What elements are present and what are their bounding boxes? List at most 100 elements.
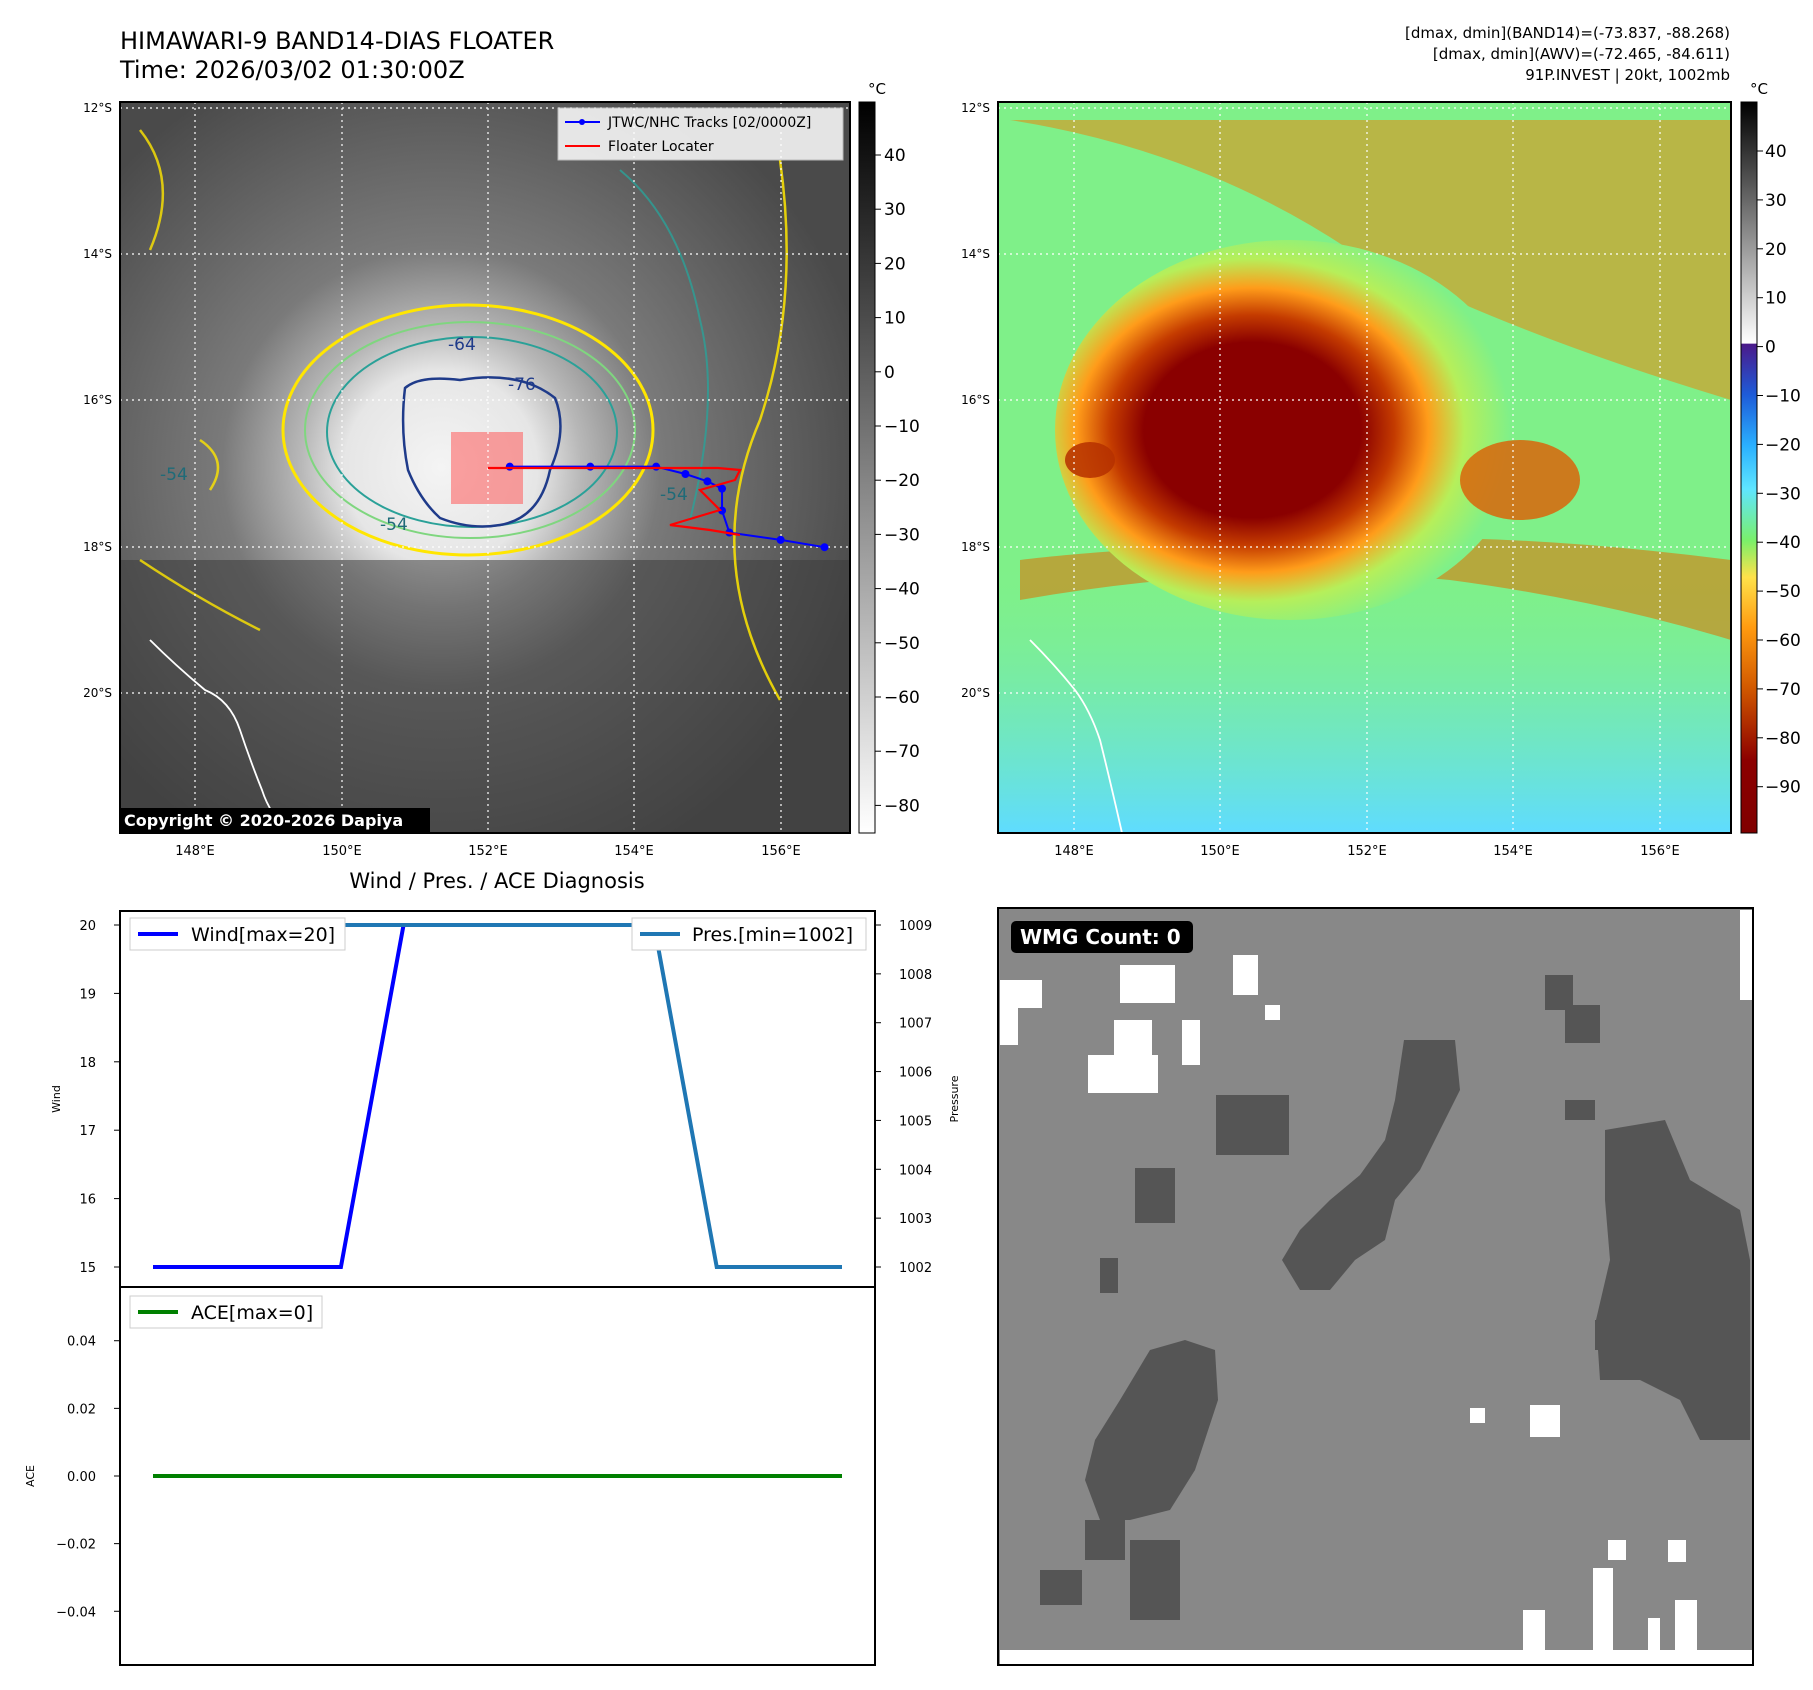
awv-colorbar-tick-label: 10 — [1765, 289, 1787, 309]
wmg-dark-cells — [1040, 975, 1750, 1620]
awv-colorbar-tick-label: 40 — [1765, 142, 1787, 162]
wind-tick-label: 19 — [79, 987, 96, 1002]
awv-colorbar-tick-label: −30 — [1765, 484, 1801, 504]
awv-colorbar-tick-label: −60 — [1765, 631, 1801, 651]
wmg-count-label: WMG Count: 0 — [1020, 925, 1181, 949]
ir-map-panel: -64 -76 -54 -54 -54 JTWC/NHC Tracks [02/… — [119, 101, 851, 834]
wmg-panel: WMG Count: 0 — [997, 907, 1754, 1666]
lon-label-152e-right: 152°E — [1347, 844, 1387, 859]
contour-label-54c: -54 — [160, 465, 188, 485]
awv-colorbar-tick-label: −70 — [1765, 680, 1801, 700]
ace-axis-label: ACE — [24, 1465, 37, 1487]
contour-label-64: -64 — [448, 335, 476, 355]
gray-colorbar-tick-label: −30 — [884, 525, 920, 545]
pressure-axis-label: Pressure — [948, 1075, 961, 1122]
contour-bands-west — [139, 129, 261, 632]
awv-map-panel — [997, 101, 1732, 834]
jtwc-track-point — [505, 462, 514, 471]
awv-colorbar-tick-label: 0 — [1765, 338, 1776, 358]
lat-label-16s: 16°S — [83, 393, 112, 407]
awv-west-cell — [1065, 442, 1115, 478]
awv-colorbar-tick-label: −20 — [1765, 435, 1801, 455]
lat-label-18s-right: 18°S — [961, 540, 990, 554]
wmg-white-cells — [1000, 910, 1753, 1665]
storm-info: 91P.INVEST | 20kt, 1002mb — [1525, 66, 1730, 84]
contour-bands-ne — [619, 169, 709, 521]
contour-label-54b: -54 — [380, 515, 408, 535]
gray-colorbar-tick-label: −20 — [884, 471, 920, 491]
wind-tick-label: 16 — [79, 1193, 96, 1208]
awv-east-cell — [1460, 440, 1580, 520]
lon-label-156e-right: 156°E — [1640, 844, 1680, 859]
lon-label-156e: 156°E — [761, 844, 801, 859]
coastline-awv — [1029, 639, 1123, 834]
ir-map-frame — [119, 101, 851, 834]
lat-label-20s-right: 20°S — [961, 686, 990, 700]
wind-tick-label: 20 — [79, 919, 96, 934]
lat-label-20s: 20°S — [83, 686, 112, 700]
legend-track-label: JTWC/NHC Tracks [02/0000Z] — [607, 115, 811, 131]
wind-tick-label: 18 — [79, 1056, 96, 1071]
lon-label-150e-right: 150°E — [1200, 844, 1240, 859]
legend-track-marker — [579, 119, 585, 125]
gray-colorbar-tick-label: 20 — [884, 254, 906, 274]
awv-colorbar — [1740, 101, 1758, 834]
contour-label-54a: -54 — [660, 485, 688, 505]
awv-storm-core — [1055, 240, 1525, 620]
jtwc-track-point — [703, 477, 712, 486]
figure-time: Time: 2026/03/02 01:30:00Z — [119, 56, 465, 84]
gray-colorbar-unit: °C — [868, 80, 886, 98]
legend-floater-label: Floater Locater — [608, 139, 714, 155]
jtwc-track-point — [718, 484, 727, 493]
pressure-tick-label: 1006 — [899, 1066, 932, 1081]
awv-colorbar-ticks: 40 30 20 10 0 −10 −20 −30 −40 −50 −60 −70 −80 −90 — [1757, 142, 1801, 798]
contour-mid — [304, 321, 636, 539]
pressure-tick-label: 1003 — [899, 1212, 932, 1227]
wind-tick-label: 15 — [79, 1261, 96, 1276]
gray-colorbar-tick-label: −60 — [884, 688, 920, 708]
jtwc-track-point — [681, 470, 690, 478]
ir-clear-region — [120, 560, 850, 833]
awv-colorbar-tick-label: −10 — [1765, 387, 1801, 407]
jtwc-track-point — [652, 462, 661, 471]
track-layer — [488, 462, 829, 552]
band14-range: [dmax, dmin](BAND14)=(-73.837, -88.268) — [1405, 24, 1730, 42]
awv-colorbar-tick-label: −90 — [1765, 778, 1801, 798]
contour-label-76: -76 — [508, 375, 536, 395]
awv-colorbar-tick-label: 20 — [1765, 240, 1787, 260]
gray-colorbar-tick-label: −50 — [884, 634, 920, 654]
pressure-tick-label: 1008 — [899, 968, 932, 983]
lat-label-12s-right: 12°S — [961, 101, 990, 115]
ace-tick-label: 0.04 — [67, 1335, 96, 1350]
pressure-tick-label: 1009 — [899, 919, 932, 934]
jtwc-track-point — [776, 535, 785, 544]
pressure-legend-label: Pres.[min=1002] — [692, 924, 853, 946]
wind-pres-chart-frame — [119, 910, 876, 1288]
floater-path-line — [488, 466, 742, 537]
gray-colorbar-tick-label: 30 — [884, 200, 906, 220]
contour-core — [401, 376, 562, 528]
wind-legend-label: Wind[max=20] — [191, 924, 335, 946]
ace-tick-label: 0.00 — [67, 1470, 96, 1485]
pressure-tick-label: 1004 — [899, 1163, 932, 1178]
copyright-badge — [120, 808, 430, 832]
awv-colorbar-tick-label: −40 — [1765, 533, 1801, 553]
gray-colorbar-ticks: 40 30 20 10 0 −10 −20 −30 −40 −50 −60 −70 −80 — [875, 146, 920, 816]
gray-colorbar-tick-label: −70 — [884, 742, 920, 762]
wind-tick-label: 17 — [79, 1124, 96, 1139]
gray-colorbar-tick-label: −80 — [884, 796, 920, 816]
awv-colorbar-unit: °C — [1750, 80, 1768, 98]
figure-title: HIMAWARI-9 BAND14-DIAS FLOATER — [120, 27, 554, 55]
ace-tick-label: −0.02 — [56, 1538, 96, 1553]
jtwc-track-point — [586, 462, 595, 471]
gray-colorbar-tick-label: 40 — [884, 146, 906, 166]
awv-range: [dmax, dmin](AWV)=(-72.465, -84.611) — [1433, 45, 1730, 63]
diagnosis-title: Wind / Pres. / ACE Diagnosis — [349, 869, 644, 893]
lon-label-148e-right: 148°E — [1054, 844, 1094, 859]
diagnosis-chart-layer: 15 16 17 18 19 20 1002 1003 1004 1005 1006 1007 1008… — [56, 917, 932, 1620]
pressure-tick-label: 1007 — [899, 1017, 932, 1032]
ace-tick-label: −0.04 — [56, 1605, 96, 1620]
awv-colorbar-tick-label: −50 — [1765, 582, 1801, 602]
gray-colorbar-tick-label: −40 — [884, 580, 920, 600]
